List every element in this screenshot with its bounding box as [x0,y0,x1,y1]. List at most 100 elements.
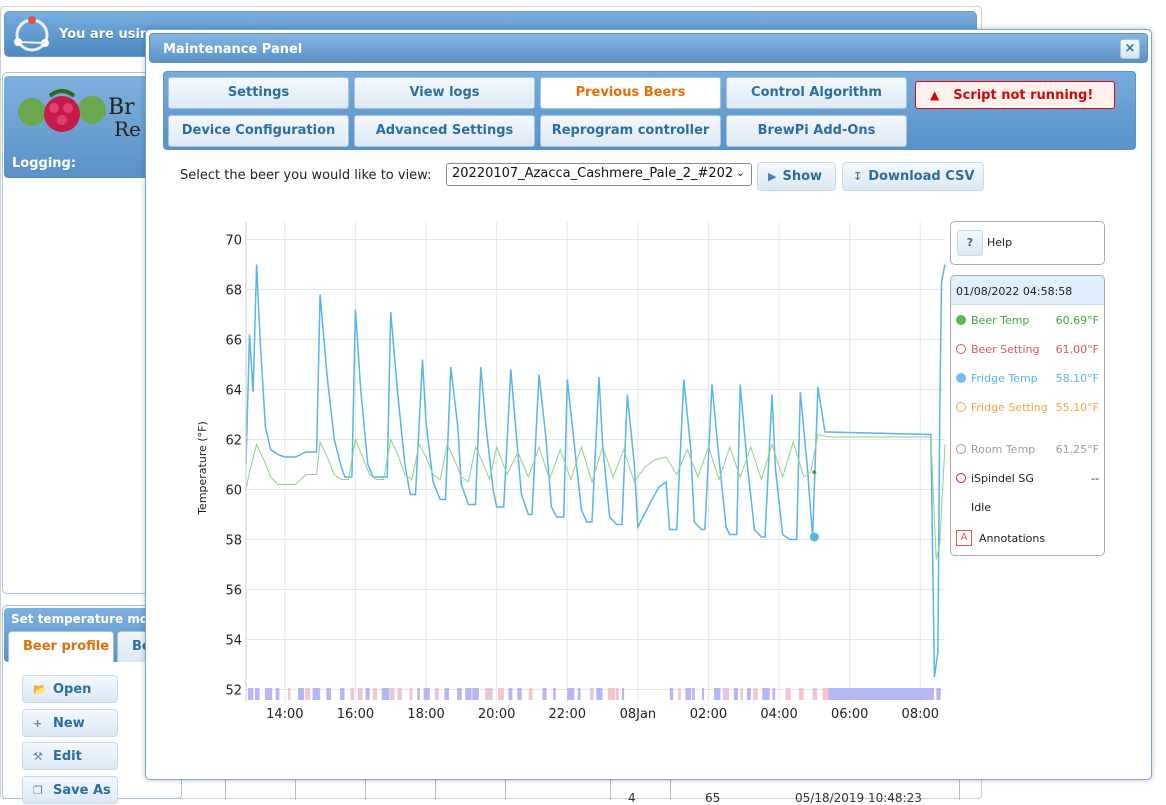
legend-item-value: 55.10°F [1055,401,1099,414]
tab-device-configuration[interactable]: Device Configuration [168,115,349,147]
state-segment [264,688,273,700]
state-segment [444,688,450,700]
close-icon: × [1124,41,1136,56]
state-segment [275,688,280,700]
state-segment [936,688,941,700]
state-segment [434,688,439,700]
state-segment [287,688,291,700]
y-tick-label: 52 [225,684,242,699]
tab-previous-beers[interactable]: Previous Beers [540,77,721,109]
legend-datetime: 01/08/2022 04:58:58 [951,276,1104,305]
table-row-index: 4 [628,791,636,805]
save-as-profile-button[interactable]: ❐ Save As [22,776,118,804]
y-tick-label: 70 [225,234,242,249]
state-segment [785,688,791,700]
tab-view-logs[interactable]: View logs [354,77,535,109]
y-axis-label: Temperature (°F) [196,421,209,516]
tab-reprogram-controller[interactable]: Reprogram controller [540,115,721,147]
script-status-alert: ▲ Script not running! [915,81,1115,109]
chart-axes: 52 54 56 58 60 62 64 66 68 70 14:00 16:00 18:00 20:00… [225,222,939,722]
warning-icon: ▲ [930,88,940,102]
state-segment [678,688,681,700]
chart-state-bar [248,688,941,700]
temperature-chart[interactable]: 52 54 56 58 60 62 64 66 68 70 14:00 16:00 18:00 20:00… [190,218,950,728]
maintenance-tabs: Settings View logs Previous Beers Contro… [163,71,1136,150]
x-tick-label: 04:00 [760,707,797,722]
state-segment [622,688,625,700]
tab-brewpi-addons[interactable]: BrewPi Add-Ons [726,115,907,147]
state-segment [772,688,776,700]
state-segment [615,688,619,700]
state-segment [381,688,390,700]
state-segment [248,688,254,700]
dialog-title: Maintenance Panel [163,42,303,57]
legend-item-value: 61.00°F [1055,343,1099,356]
wrench-icon: ⚒ [33,750,43,763]
state-segment [365,688,370,700]
state-segment [798,688,804,700]
set-temperature-title: Set temperature mo [11,612,149,626]
state-segment [340,688,345,700]
legend-dot-icon [956,344,966,354]
state-segment [542,688,547,700]
state-segment [498,688,504,700]
y-tick-label: 68 [225,284,242,299]
legend-item-label: Fridge Temp [971,372,1038,385]
state-segment [372,688,377,700]
beer-select-label: Select the beer you would like to view: [180,168,432,183]
x-tick-label: 08Jan [620,707,657,722]
legend-item-label: Beer Setting [971,343,1040,356]
tab-beer-profile[interactable]: Beer profile [8,631,114,662]
state-segment [733,688,738,700]
state-segment [685,688,692,700]
tab-advanced-settings[interactable]: Advanced Settings [354,115,535,147]
brewpi-network-icon [14,16,49,52]
new-profile-button[interactable]: + New [22,709,118,737]
dialog-titlebar[interactable]: Maintenance Panel × [149,33,1148,63]
state-segment [472,688,479,700]
svg-text:Br: Br [108,95,135,120]
chart-series [245,264,946,678]
state-segment [812,688,818,700]
state-segment [417,688,420,700]
beer-select[interactable]: 20220107_Azacca_Cashmere_Pale_2_#202 ⌄ [446,163,752,186]
y-tick-label: 56 [225,584,242,599]
state-segment [397,688,402,700]
state-segment [254,688,260,700]
x-tick-label: 08:00 [902,707,939,722]
state-segment [457,688,462,700]
y-tick-label: 64 [225,384,242,399]
x-tick-label: 06:00 [831,707,868,722]
state-segment [746,688,751,700]
x-tick-label: 22:00 [549,707,586,722]
legend-dot-icon [956,315,966,325]
x-tick-label: 02:00 [690,707,727,722]
state-segment [692,688,695,700]
state-segment [305,688,311,700]
state-segment [312,688,321,700]
legend-item-label: Beer Temp [971,314,1030,327]
state-segment [409,688,413,700]
state-segment [423,688,430,700]
download-csv-button[interactable]: ↧ Download CSV [842,162,984,191]
y-tick-label: 58 [225,534,242,549]
legend-dot-icon [956,402,966,412]
state-segment [753,688,758,700]
legend-item-value: 61.25°F [1055,443,1099,456]
help-button[interactable]: ? [957,230,983,256]
show-button[interactable]: ▶ Show [757,162,836,191]
help-label: Help [987,236,1013,249]
y-tick-label: 62 [225,434,242,449]
y-tick-label: 66 [225,334,242,349]
help-box: ? Help [950,221,1105,265]
open-profile-button[interactable]: 📂 Open [22,675,118,703]
tab-control-algorithm[interactable]: Control Algorithm [726,77,907,109]
tab-settings[interactable]: Settings [168,77,349,109]
legend-dot-icon [956,473,966,483]
state-segment [297,688,304,700]
edit-profile-button[interactable]: ⚒ Edit [22,742,118,770]
legend-item-value: -- [1091,472,1099,485]
chevron-down-icon: ⌄ [735,166,745,179]
close-button[interactable]: × [1120,39,1140,59]
state-segment [485,688,493,700]
